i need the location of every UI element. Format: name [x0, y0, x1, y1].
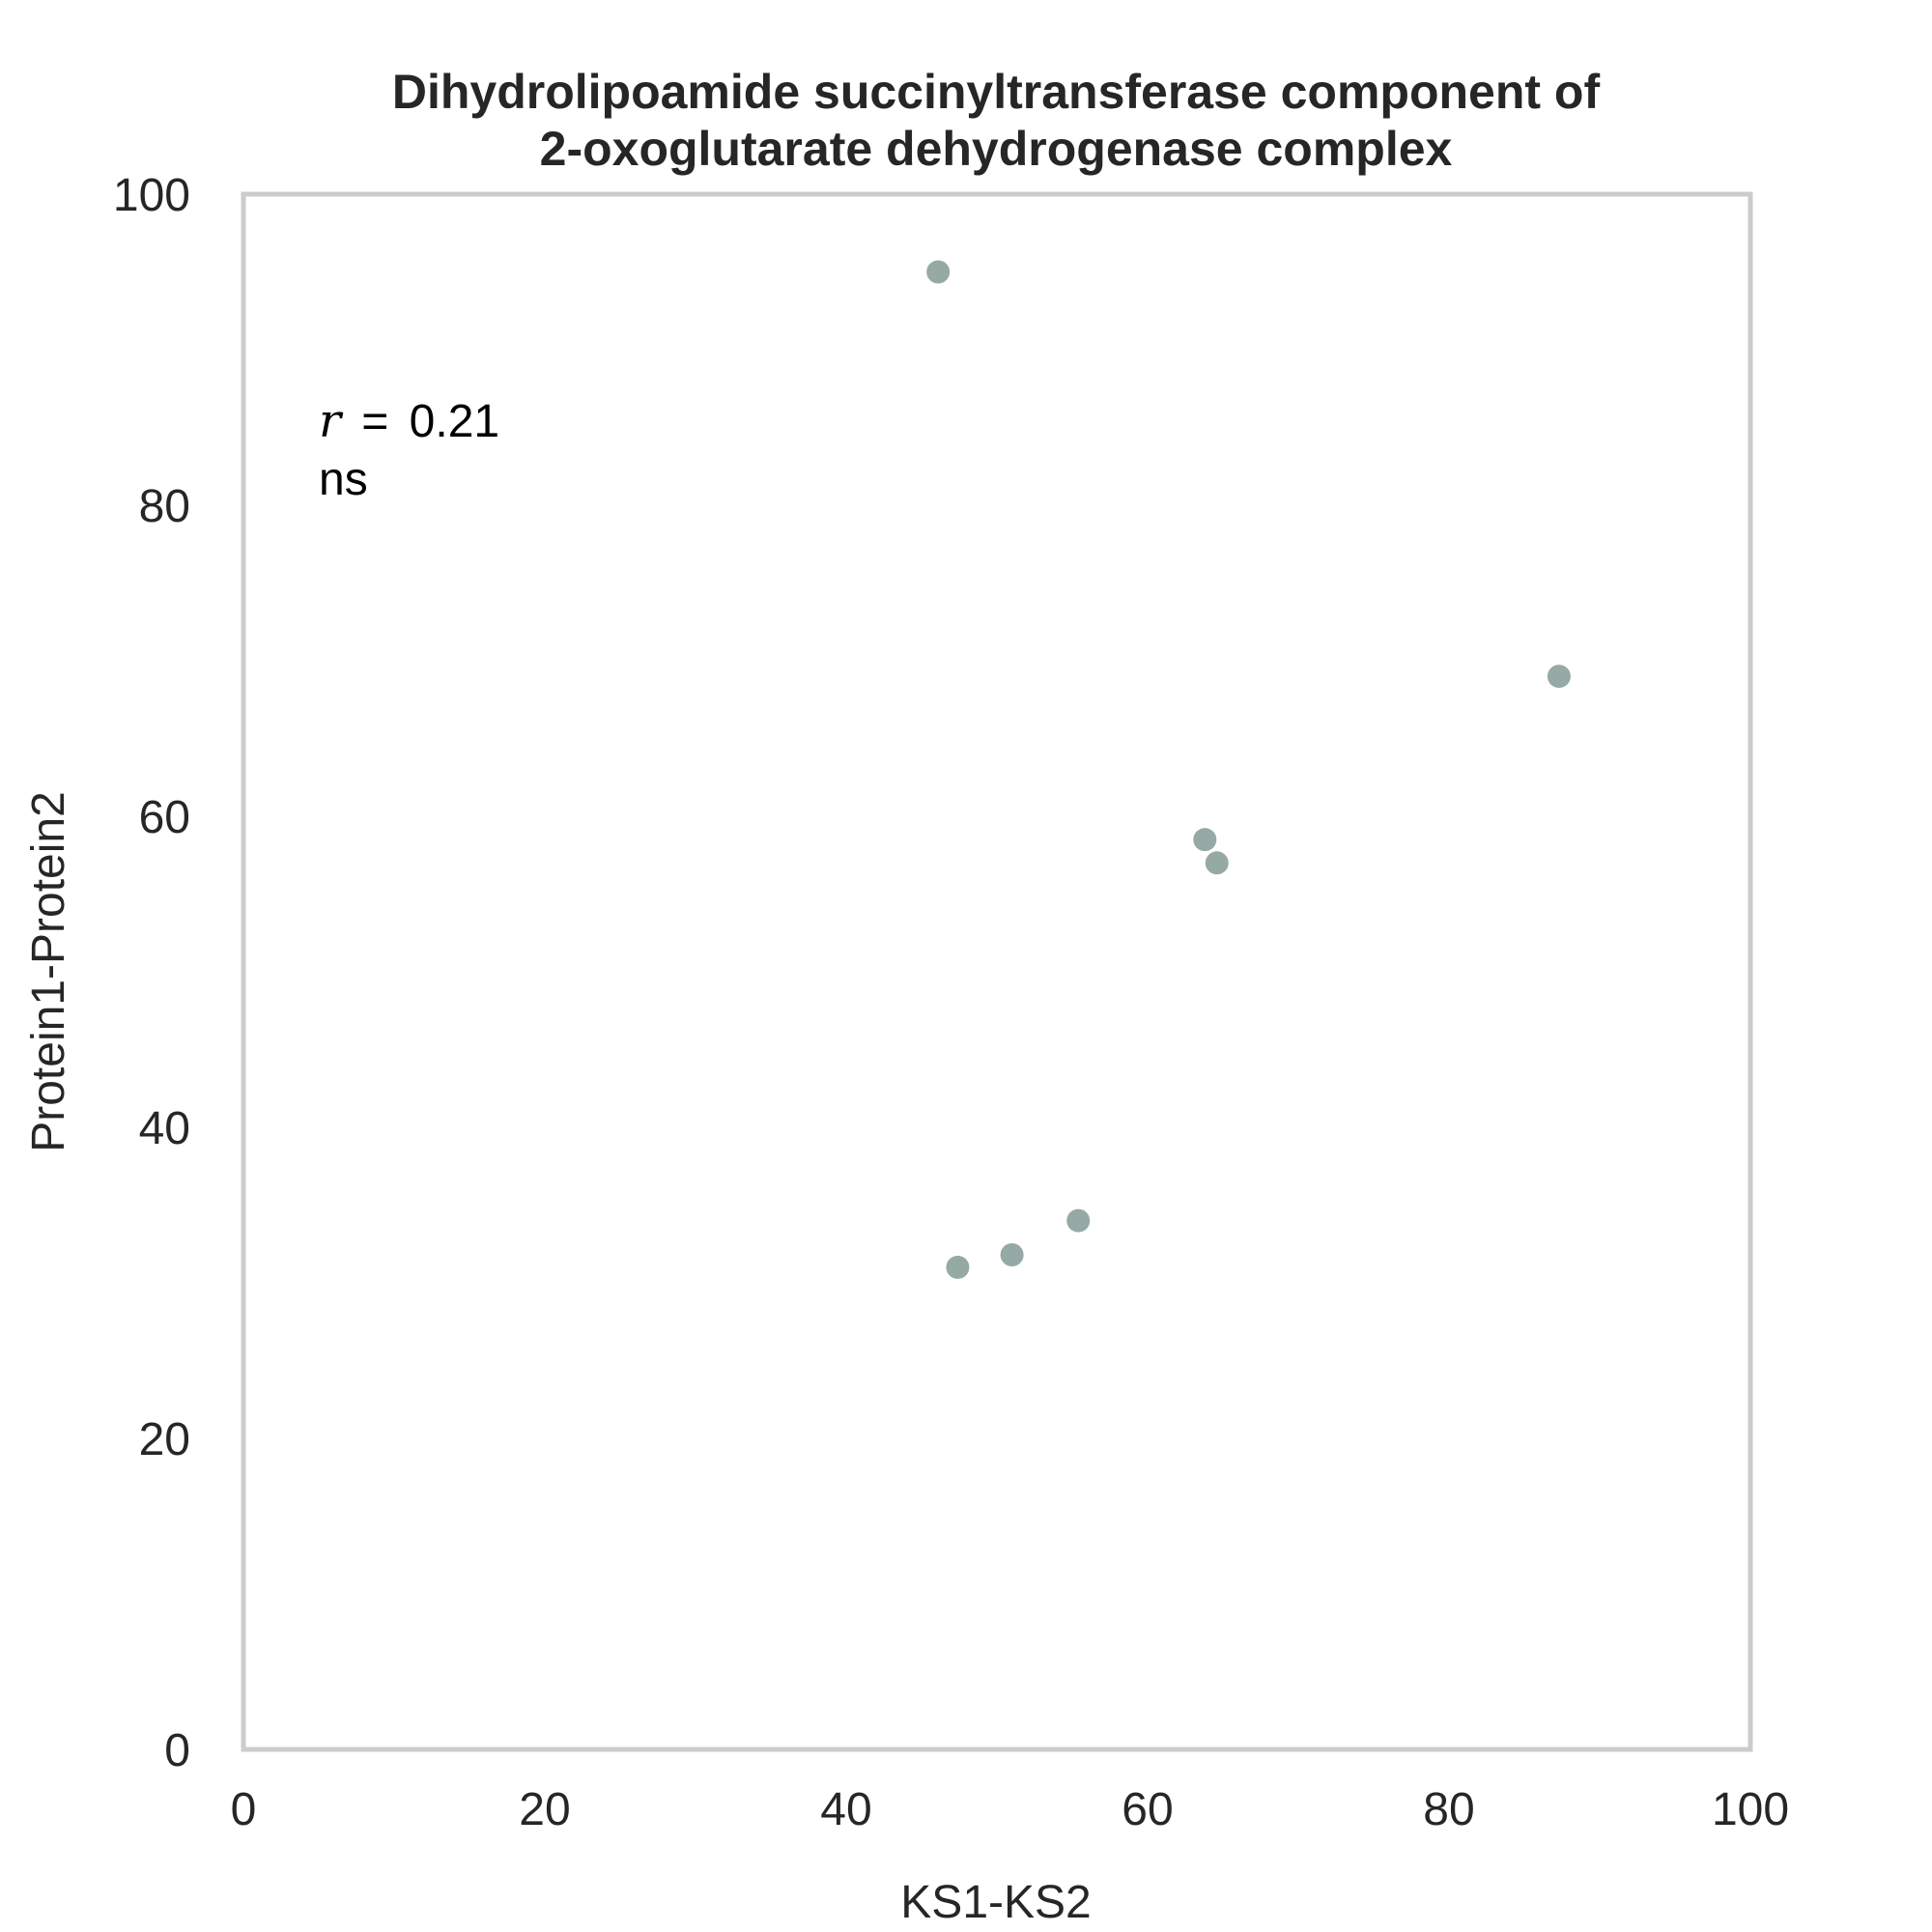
x-tick-labels: 0 20 40 60 80 100 [231, 1784, 1789, 1835]
x-tick-label: 60 [1122, 1784, 1173, 1835]
y-tick-label: 100 [113, 170, 190, 221]
scatter-point [1000, 1243, 1024, 1267]
equals-sign: = [361, 396, 388, 447]
significance-annotation: ns [319, 454, 368, 505]
y-tick-label: 80 [139, 481, 190, 532]
scatter-point [946, 1255, 970, 1279]
y-axis-label: Protein1-Protein2 [23, 791, 74, 1152]
x-tick-label: 0 [231, 1784, 257, 1835]
y-tick-label: 40 [139, 1103, 190, 1154]
scatter-points [926, 260, 1571, 1279]
y-tick-label: 60 [139, 792, 190, 843]
chart-title-line-2: 2-oxoglutarate dehydrogenase complex [540, 122, 1453, 176]
scatter-point [1547, 665, 1571, 689]
scatter-point [1066, 1208, 1091, 1233]
x-tick-label: 80 [1423, 1784, 1474, 1835]
x-tick-label: 100 [1712, 1784, 1789, 1835]
x-tick-label: 40 [820, 1784, 871, 1835]
r-symbol: r [319, 394, 344, 448]
y-tick-label: 20 [139, 1414, 190, 1465]
y-tick-labels: 0 20 40 60 80 100 [113, 170, 190, 1776]
y-tick-label: 0 [164, 1725, 190, 1776]
scatter-point [1205, 851, 1229, 875]
correlation-annotation: r = 0.21 [319, 394, 499, 448]
chart-title-line-1: Dihydrolipoamide succinyltransferase com… [392, 65, 1601, 119]
x-axis-label: KS1-KS2 [900, 1877, 1091, 1928]
plot-area-frame [241, 191, 1753, 1752]
r-value: 0.21 [410, 396, 499, 447]
scatter-point [926, 260, 951, 284]
x-tick-label: 20 [519, 1784, 570, 1835]
scatter-point [1193, 828, 1217, 852]
